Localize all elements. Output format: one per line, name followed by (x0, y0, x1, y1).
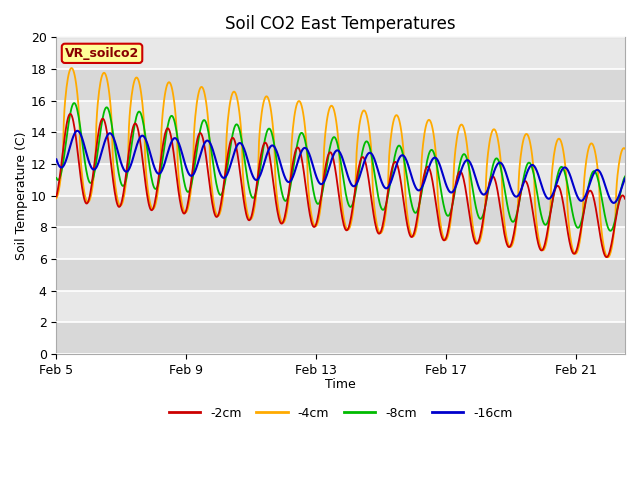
X-axis label: Time: Time (325, 378, 356, 391)
Bar (56, 132, 625, 164)
Bar (56, 259, 625, 291)
Bar (56, 323, 625, 354)
Text: VR_soilco2: VR_soilco2 (65, 47, 139, 60)
Bar (56, 196, 625, 228)
Y-axis label: Soil Temperature (C): Soil Temperature (C) (15, 132, 28, 260)
Title: Soil CO2 East Temperatures: Soil CO2 East Temperatures (225, 15, 456, 33)
Legend: -2cm, -4cm, -8cm, -16cm: -2cm, -4cm, -8cm, -16cm (164, 402, 518, 424)
Bar (56, 69, 625, 101)
